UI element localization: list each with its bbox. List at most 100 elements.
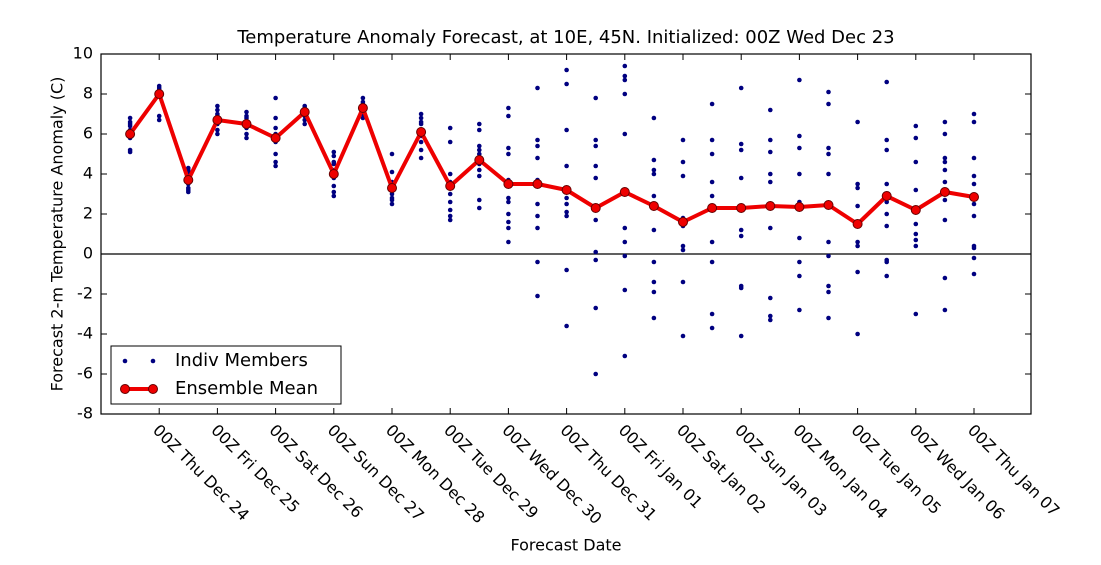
y-tick-label: 10 bbox=[73, 44, 93, 63]
member-point bbox=[855, 185, 860, 191]
legend: Indiv Members Ensemble Mean bbox=[110, 345, 342, 405]
mean-point bbox=[590, 203, 601, 213]
member-point bbox=[331, 153, 337, 159]
mean-point bbox=[328, 169, 339, 179]
member-point bbox=[826, 101, 831, 107]
member-point bbox=[215, 131, 220, 137]
member-point bbox=[971, 155, 977, 161]
member-point bbox=[709, 151, 715, 157]
member-point bbox=[942, 179, 948, 185]
member-point bbox=[477, 147, 482, 153]
member-point bbox=[913, 135, 919, 141]
member-point bbox=[418, 119, 424, 125]
member-point bbox=[971, 255, 977, 261]
legend-marker bbox=[148, 384, 158, 394]
member-point bbox=[913, 187, 919, 193]
member-point bbox=[418, 155, 424, 161]
member-point bbox=[447, 217, 453, 223]
member-point bbox=[942, 119, 948, 125]
member-point bbox=[680, 243, 686, 249]
mean-point bbox=[503, 179, 514, 189]
mean-point bbox=[881, 191, 892, 201]
member-point bbox=[273, 95, 278, 101]
member-point bbox=[506, 105, 511, 111]
member-point bbox=[942, 159, 948, 165]
member-point bbox=[709, 239, 715, 245]
member-point bbox=[506, 195, 511, 201]
member-point bbox=[680, 173, 686, 179]
member-point bbox=[622, 239, 628, 245]
plot-frame bbox=[100, 53, 1032, 415]
mean-point bbox=[125, 129, 136, 139]
member-point bbox=[855, 239, 860, 245]
member-point bbox=[913, 237, 919, 243]
member-point bbox=[156, 113, 162, 119]
member-point bbox=[738, 175, 744, 181]
member-point bbox=[971, 111, 977, 117]
member-point bbox=[506, 211, 511, 217]
member-point bbox=[680, 333, 686, 339]
member-point bbox=[884, 137, 889, 143]
member-point bbox=[535, 293, 540, 299]
member-point bbox=[535, 201, 540, 207]
member-point bbox=[826, 145, 831, 151]
member-point bbox=[535, 155, 540, 161]
member-point bbox=[884, 223, 889, 229]
chart-title: Temperature Anomaly Forecast, at 10E, 45… bbox=[236, 27, 894, 48]
member-point bbox=[477, 143, 482, 149]
member-point bbox=[477, 167, 482, 173]
member-point bbox=[564, 195, 569, 201]
member-point bbox=[477, 173, 482, 179]
member-point bbox=[331, 189, 337, 195]
member-point bbox=[564, 163, 569, 169]
member-point bbox=[884, 259, 889, 265]
mean-point bbox=[910, 205, 921, 215]
member-point bbox=[913, 243, 919, 249]
member-point bbox=[506, 151, 511, 157]
member-point bbox=[826, 171, 831, 177]
member-point bbox=[418, 139, 424, 145]
member-point bbox=[855, 243, 860, 249]
member-point bbox=[564, 209, 569, 215]
legend-marker bbox=[120, 384, 130, 394]
member-point bbox=[244, 109, 249, 115]
member-point bbox=[738, 141, 744, 147]
member-point bbox=[447, 213, 453, 219]
member-point bbox=[651, 315, 657, 321]
member-point bbox=[360, 95, 366, 101]
member-point bbox=[331, 183, 337, 189]
member-point bbox=[273, 151, 278, 157]
mean-point bbox=[154, 89, 165, 99]
member-point bbox=[855, 269, 860, 275]
member-point bbox=[564, 67, 569, 73]
member-point bbox=[418, 111, 424, 117]
member-point bbox=[447, 207, 453, 213]
member-point bbox=[942, 307, 948, 313]
member-point bbox=[709, 259, 715, 265]
member-point bbox=[913, 311, 919, 317]
member-point bbox=[651, 193, 657, 199]
member-point bbox=[156, 117, 162, 123]
member-point bbox=[768, 171, 773, 177]
member-point bbox=[709, 137, 715, 143]
member-point bbox=[244, 135, 249, 141]
member-point bbox=[506, 113, 511, 119]
member-point bbox=[447, 199, 453, 205]
member-point bbox=[593, 143, 598, 149]
member-point bbox=[535, 213, 540, 219]
member-point bbox=[913, 231, 919, 237]
member-point bbox=[622, 131, 628, 137]
member-point bbox=[389, 195, 395, 201]
member-point bbox=[418, 115, 424, 121]
member-point bbox=[273, 115, 278, 121]
member-point bbox=[506, 239, 511, 245]
x-tick-label: 00Z Wed Dec 30 bbox=[498, 421, 605, 528]
mean-point bbox=[241, 119, 252, 129]
member-point bbox=[127, 115, 133, 121]
member-point bbox=[942, 197, 948, 203]
y-tick-label: 8 bbox=[83, 84, 93, 103]
member-point bbox=[797, 273, 802, 279]
member-point bbox=[855, 181, 860, 187]
member-point bbox=[535, 137, 540, 143]
mean-line bbox=[128, 92, 975, 226]
